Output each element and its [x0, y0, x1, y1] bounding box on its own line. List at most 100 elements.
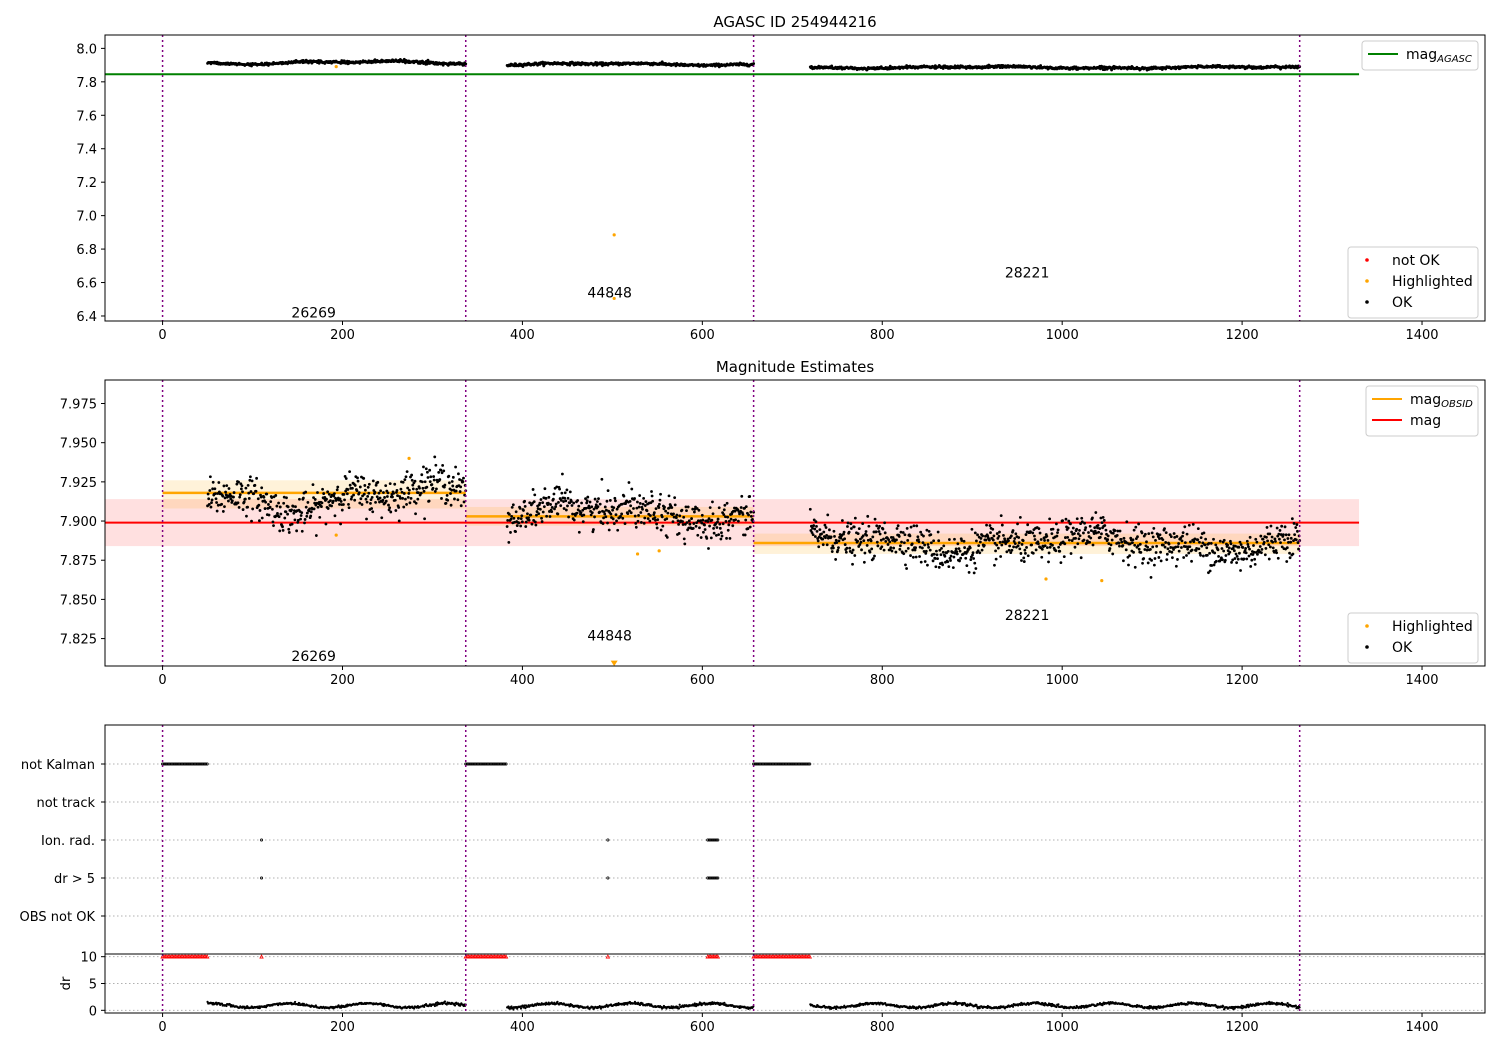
ok-point [817, 545, 821, 549]
ok-point [1071, 526, 1075, 530]
flag-point [760, 762, 764, 766]
x-tick-label: 0 [158, 673, 166, 688]
ok-point [217, 481, 221, 484]
ok-point [582, 513, 586, 517]
ok-point [1100, 521, 1104, 525]
ok-point [1106, 538, 1110, 541]
flag-point [204, 762, 208, 766]
ok-point [1040, 547, 1044, 551]
ok-point [1212, 563, 1216, 567]
ok-point [284, 510, 288, 514]
ok-point [312, 507, 316, 511]
ok-point [292, 511, 296, 515]
ok-point [639, 521, 643, 524]
ok-point [686, 505, 690, 509]
ok-point [395, 489, 399, 492]
ok-point [982, 543, 986, 547]
ok-point [1113, 529, 1117, 532]
ok-point [1154, 551, 1158, 554]
ok-point [338, 502, 341, 506]
ok-point [868, 550, 872, 554]
ok-point [937, 539, 941, 543]
ok-point [1146, 561, 1150, 565]
ok-point [1208, 551, 1211, 555]
ok-point [430, 483, 434, 486]
ok-point [402, 492, 406, 495]
ok-point [749, 510, 753, 514]
ok-point [356, 479, 360, 483]
ok-point [643, 504, 647, 507]
ok-point [927, 545, 930, 549]
ok-point [598, 510, 602, 514]
ok-point [367, 491, 371, 495]
ok-point [1220, 547, 1224, 550]
ok-point [856, 539, 859, 543]
flag-row-label: Ion. rad. [41, 834, 95, 849]
ok-point [991, 527, 995, 531]
ok-point [906, 538, 910, 542]
legend-label: OK [1392, 295, 1413, 311]
ok-point [1017, 541, 1021, 545]
ok-point [305, 514, 309, 518]
ok-point [1078, 534, 1082, 538]
ok-point [238, 493, 242, 497]
ok-point [418, 486, 421, 490]
ok-point [560, 491, 564, 495]
ok-point [665, 536, 669, 539]
flag-point [186, 762, 190, 766]
x-tick-label: 400 [510, 328, 535, 343]
ok-point [714, 533, 718, 537]
ok-point [1243, 549, 1247, 553]
ok-point [1127, 563, 1130, 567]
ok-point [901, 531, 905, 534]
ok-point [540, 516, 543, 520]
ok-point [227, 487, 231, 490]
ok-point [263, 507, 267, 510]
x-tick-label: 800 [870, 673, 895, 688]
ok-point [519, 517, 523, 521]
ok-point [223, 505, 226, 509]
dr-point [519, 1007, 523, 1010]
ok-point [918, 545, 922, 549]
ok-point [834, 538, 838, 542]
x-tick-label: 1000 [1046, 328, 1079, 343]
ok-point [1083, 521, 1086, 525]
flag-point [481, 762, 485, 766]
ok-point [1195, 546, 1199, 550]
ok-point [281, 525, 284, 529]
y-tick-label: 7.8 [76, 76, 97, 91]
ok-point [543, 487, 547, 491]
ok-point [963, 546, 966, 549]
flag-point [498, 762, 502, 766]
ok-point [1289, 536, 1293, 540]
ok-point [1156, 535, 1160, 538]
ok-point [1250, 558, 1254, 562]
ok-point [846, 525, 849, 528]
ok-point [1088, 524, 1092, 528]
ok-point [376, 480, 380, 484]
ok-point [850, 527, 853, 530]
ok-point [853, 516, 857, 520]
ok-point [1150, 531, 1154, 535]
ok-point [265, 492, 269, 496]
ok-point [1120, 540, 1124, 544]
ok-point [1033, 538, 1037, 541]
offscale-marker [610, 660, 618, 667]
ok-point [575, 511, 579, 515]
ok-point [642, 521, 646, 525]
ok-point [1172, 548, 1175, 551]
flag-point [192, 762, 196, 766]
ok-point [1274, 539, 1277, 543]
ok-point [398, 496, 402, 500]
ok-point [622, 494, 626, 498]
ok-point [414, 501, 418, 505]
flag-point [759, 762, 763, 766]
flag-point [710, 876, 714, 880]
flag-point [792, 762, 796, 766]
ok-point [1204, 537, 1208, 541]
ok-point [433, 490, 437, 493]
ok-point [1080, 516, 1084, 520]
ok-point [1119, 537, 1123, 541]
ok-point [619, 515, 622, 518]
ok-point [1082, 538, 1086, 542]
